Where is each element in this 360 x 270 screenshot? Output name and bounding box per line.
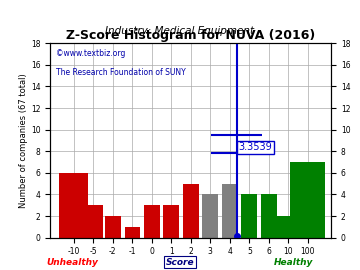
Bar [290, 162, 325, 238]
Bar [183, 184, 199, 238]
Title: Z-Score Histogram for NUVA (2016): Z-Score Histogram for NUVA (2016) [66, 29, 315, 42]
Bar [276, 216, 300, 238]
Bar [59, 173, 89, 238]
Bar [261, 194, 276, 238]
Text: The Research Foundation of SUNY: The Research Foundation of SUNY [56, 69, 186, 77]
Bar [105, 216, 121, 238]
Y-axis label: Number of companies (67 total): Number of companies (67 total) [19, 73, 28, 208]
Bar [242, 194, 257, 238]
Bar [84, 205, 103, 238]
Text: Score: Score [166, 258, 194, 266]
Text: Industry: Medical Equipment: Industry: Medical Equipment [105, 26, 255, 36]
Bar [163, 205, 179, 238]
Bar [222, 184, 238, 238]
Text: 3.3539: 3.3539 [239, 142, 273, 153]
Text: Unhealthy: Unhealthy [47, 258, 99, 266]
Text: Healthy: Healthy [274, 258, 313, 266]
Bar [202, 194, 218, 238]
Text: ©www.textbiz.org: ©www.textbiz.org [56, 49, 125, 58]
Bar [125, 227, 140, 238]
Bar [144, 205, 159, 238]
